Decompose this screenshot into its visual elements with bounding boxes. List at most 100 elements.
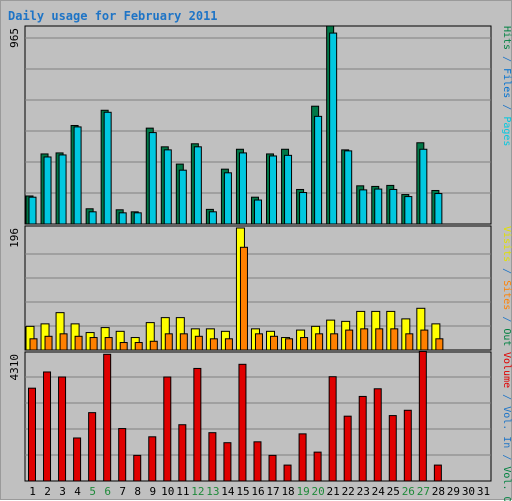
x-axis-label-day-29: 29 <box>447 485 460 498</box>
bar-sites-day-8 <box>134 342 143 351</box>
bar-volume-day-4 <box>73 437 82 482</box>
bar-files-day-13 <box>208 211 217 225</box>
legend-middle: Visits / Sites / Out <box>501 226 512 346</box>
bar-sites-day-23 <box>360 328 369 351</box>
bar-files-day-26 <box>404 196 413 225</box>
legend-entry: Sites <box>501 280 512 310</box>
legend-entry: / <box>501 448 512 466</box>
x-axis-label-day-24: 24 <box>372 485 386 498</box>
x-axis-label-day-13: 13 <box>206 485 219 498</box>
bar-sites-day-19 <box>300 337 309 351</box>
legend-top: Hits / Files / Pages <box>501 26 512 146</box>
chart-title: Daily usage for February 2011 <box>8 9 218 23</box>
bar-sites-day-20 <box>315 333 324 351</box>
x-axis-label-day-22: 22 <box>342 485 355 498</box>
bar-sites-day-6 <box>104 337 113 351</box>
bar-volume-day-20 <box>313 451 322 482</box>
legend-entry: / <box>501 262 512 280</box>
bar-sites-day-26 <box>405 333 414 351</box>
y-axis-max-label: 196 <box>8 228 21 248</box>
x-axis-label-day-1: 1 <box>29 485 36 498</box>
bar-sites-day-17 <box>270 335 279 351</box>
bar-volume-day-26 <box>403 409 412 482</box>
bar-files-day-24 <box>374 188 383 225</box>
bar-volume-day-3 <box>58 376 67 482</box>
x-axis-label-day-17: 17 <box>266 485 279 498</box>
x-axis-label-day-23: 23 <box>357 485 370 498</box>
bar-sites-day-2 <box>44 335 53 351</box>
x-axis-label-day-4: 4 <box>74 485 81 498</box>
legend-entry: / <box>501 50 512 68</box>
bar-files-day-12 <box>193 146 202 225</box>
bar-sites-day-11 <box>179 333 188 351</box>
x-axis-label-day-21: 21 <box>327 485 340 498</box>
bar-sites-day-5 <box>89 337 98 351</box>
bar-files-day-18 <box>284 154 293 225</box>
bar-volume-day-14 <box>223 442 232 482</box>
x-axis-label-day-2: 2 <box>44 485 51 498</box>
bar-files-day-25 <box>389 188 398 225</box>
x-axis-label-day-8: 8 <box>134 485 141 498</box>
bar-volume-day-8 <box>133 454 142 482</box>
x-axis-label-day-9: 9 <box>149 485 156 498</box>
bar-sites-day-21 <box>330 333 339 351</box>
bar-files-day-1 <box>28 196 37 225</box>
bar-sites-day-22 <box>345 329 354 351</box>
bar-volume-day-1 <box>28 387 36 482</box>
bar-volume-day-23 <box>358 395 367 482</box>
legend-entry: Vol. Out <box>501 466 512 501</box>
bar-files-day-6 <box>103 111 112 225</box>
legend-bottom: Volume / Vol. In / Vol. Out <box>501 352 512 501</box>
bar-sites-day-9 <box>149 340 158 351</box>
legend-entry: / <box>501 98 512 116</box>
bar-sites-day-10 <box>164 333 173 351</box>
legend-entry: Pages <box>501 116 512 146</box>
bar-files-day-7 <box>118 212 127 225</box>
bar-sites-day-7 <box>119 342 128 351</box>
x-axis-label-day-25: 25 <box>387 485 400 498</box>
bar-files-day-20 <box>314 115 323 225</box>
bar-files-day-8 <box>133 212 142 225</box>
bar-files-day-9 <box>148 132 157 225</box>
bar-files-day-4 <box>73 126 82 225</box>
x-axis-label-day-6: 6 <box>104 485 111 498</box>
bar-volume-day-10 <box>163 376 172 482</box>
bar-volume-day-12 <box>193 367 202 482</box>
bar-volume-day-21 <box>328 376 337 482</box>
bar-sites-day-4 <box>74 335 83 351</box>
x-axis-label-day-18: 18 <box>281 485 294 498</box>
bar-sites-day-12 <box>194 335 203 351</box>
legend-entry: Volume <box>501 352 512 388</box>
bar-volume-day-15 <box>238 363 247 482</box>
x-axis-label-day-15: 15 <box>236 485 249 498</box>
x-axis-label-day-3: 3 <box>59 485 66 498</box>
bar-files-day-2 <box>43 156 52 225</box>
bar-files-day-5 <box>88 211 97 225</box>
y-axis-max-label: 965 <box>8 28 21 48</box>
bar-volume-day-13 <box>208 432 217 482</box>
x-axis-label-day-12: 12 <box>191 485 204 498</box>
legend-entry: Hits <box>501 26 512 50</box>
bar-sites-day-15 <box>239 246 248 351</box>
bar-files-day-15 <box>238 152 247 225</box>
bar-volume-day-18 <box>283 464 292 482</box>
legend-entry: Files <box>501 68 512 98</box>
bar-volume-day-24 <box>373 388 382 482</box>
bar-volume-day-6 <box>103 353 112 482</box>
y-axis-max-label: 4310 <box>8 354 21 381</box>
bar-files-day-28 <box>434 193 443 225</box>
x-axis-label-day-14: 14 <box>221 485 235 498</box>
bar-files-day-21 <box>329 32 338 225</box>
bar-sites-day-3 <box>59 333 68 351</box>
bar-sites-day-1 <box>29 338 38 351</box>
bar-volume-day-19 <box>298 433 307 482</box>
bar-volume-day-17 <box>268 454 277 482</box>
bar-files-day-23 <box>359 189 368 225</box>
bar-files-day-17 <box>269 155 278 225</box>
x-axis-label-day-30: 30 <box>462 485 475 498</box>
legend-entry: Visits <box>501 226 512 262</box>
x-axis-label-day-27: 27 <box>417 485 430 498</box>
bar-files-day-14 <box>223 172 232 225</box>
